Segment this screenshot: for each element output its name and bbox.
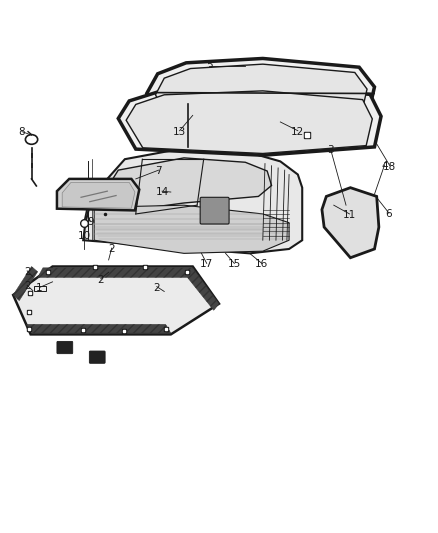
- Polygon shape: [105, 158, 272, 212]
- Polygon shape: [147, 59, 374, 124]
- Polygon shape: [155, 64, 367, 122]
- FancyBboxPatch shape: [57, 342, 73, 354]
- Text: 2: 2: [108, 244, 115, 254]
- Polygon shape: [38, 268, 193, 278]
- Text: 14: 14: [155, 187, 169, 197]
- Text: 17: 17: [200, 260, 213, 269]
- Polygon shape: [83, 148, 302, 253]
- Polygon shape: [13, 266, 219, 334]
- Text: 6: 6: [385, 209, 392, 219]
- Polygon shape: [94, 205, 289, 253]
- Polygon shape: [187, 268, 219, 310]
- Text: 7: 7: [155, 166, 162, 176]
- Text: 11: 11: [343, 210, 356, 220]
- Polygon shape: [118, 86, 381, 155]
- Text: 3: 3: [327, 146, 334, 156]
- Polygon shape: [126, 91, 372, 154]
- Text: 12: 12: [291, 127, 304, 136]
- Polygon shape: [322, 188, 379, 258]
- Text: 5: 5: [206, 60, 213, 70]
- FancyBboxPatch shape: [89, 351, 105, 364]
- Text: 15: 15: [228, 260, 241, 269]
- Text: 2: 2: [24, 266, 31, 277]
- Text: 4: 4: [381, 161, 388, 171]
- Text: 2: 2: [97, 274, 104, 285]
- Text: 9: 9: [87, 217, 94, 227]
- Text: 2: 2: [24, 281, 31, 291]
- Text: 13: 13: [173, 127, 186, 136]
- FancyBboxPatch shape: [200, 197, 229, 224]
- Text: 8: 8: [18, 127, 25, 136]
- Text: 16: 16: [255, 260, 268, 269]
- Polygon shape: [13, 266, 38, 301]
- Text: 1: 1: [36, 284, 43, 293]
- Text: 2: 2: [153, 282, 160, 293]
- Polygon shape: [26, 324, 171, 333]
- Text: 18: 18: [383, 161, 396, 172]
- Text: 10: 10: [78, 231, 91, 241]
- Polygon shape: [62, 182, 135, 208]
- Polygon shape: [57, 179, 139, 211]
